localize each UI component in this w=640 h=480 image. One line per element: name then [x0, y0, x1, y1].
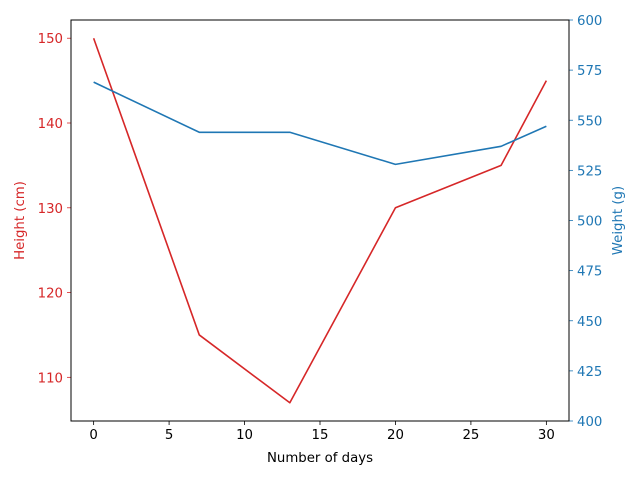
x-tick-label: 10 [236, 428, 253, 443]
y-right-tick-label: 450 [577, 315, 602, 330]
plot-frame [70, 19, 570, 422]
y-left-tick-label: 120 [38, 287, 63, 302]
y-right-tick-label: 550 [577, 114, 602, 129]
weight-series-line [93, 81, 547, 166]
y-right-tick-label: 475 [577, 265, 602, 280]
y-right-tick-label: 525 [577, 164, 602, 179]
y-left-tick-label: 110 [38, 371, 63, 386]
y-axis-right-label: Weight (g) [611, 186, 626, 255]
y-right-tick-label: 425 [577, 365, 602, 380]
y-left-tick-label: 140 [38, 117, 63, 132]
y-right-tick-label: 575 [577, 64, 602, 79]
x-axis-label: Number of days [267, 451, 373, 466]
x-tick-label: 30 [538, 428, 555, 443]
lines-layer [92, 37, 548, 404]
y-right-tick-label: 500 [577, 215, 602, 230]
y-right-tick-label: 400 [577, 415, 602, 430]
y-left-tick-label: 150 [38, 32, 63, 47]
height-series-line [92, 37, 548, 404]
y-right-tick-label: 600 [577, 14, 602, 29]
x-tick-label: 25 [462, 428, 479, 443]
x-tick-label: 5 [165, 428, 173, 443]
x-tick-label: 20 [387, 428, 404, 443]
y-left-tick-label: 130 [38, 202, 63, 217]
x-tick-label: 0 [89, 428, 97, 443]
ticks-layer: 0 5 10 15 20 25 30 110 120 130 140 150 400 425 450 475 5… [38, 14, 603, 443]
y-axis-left-label: Height (cm) [13, 181, 28, 260]
x-tick-label: 15 [312, 428, 329, 443]
